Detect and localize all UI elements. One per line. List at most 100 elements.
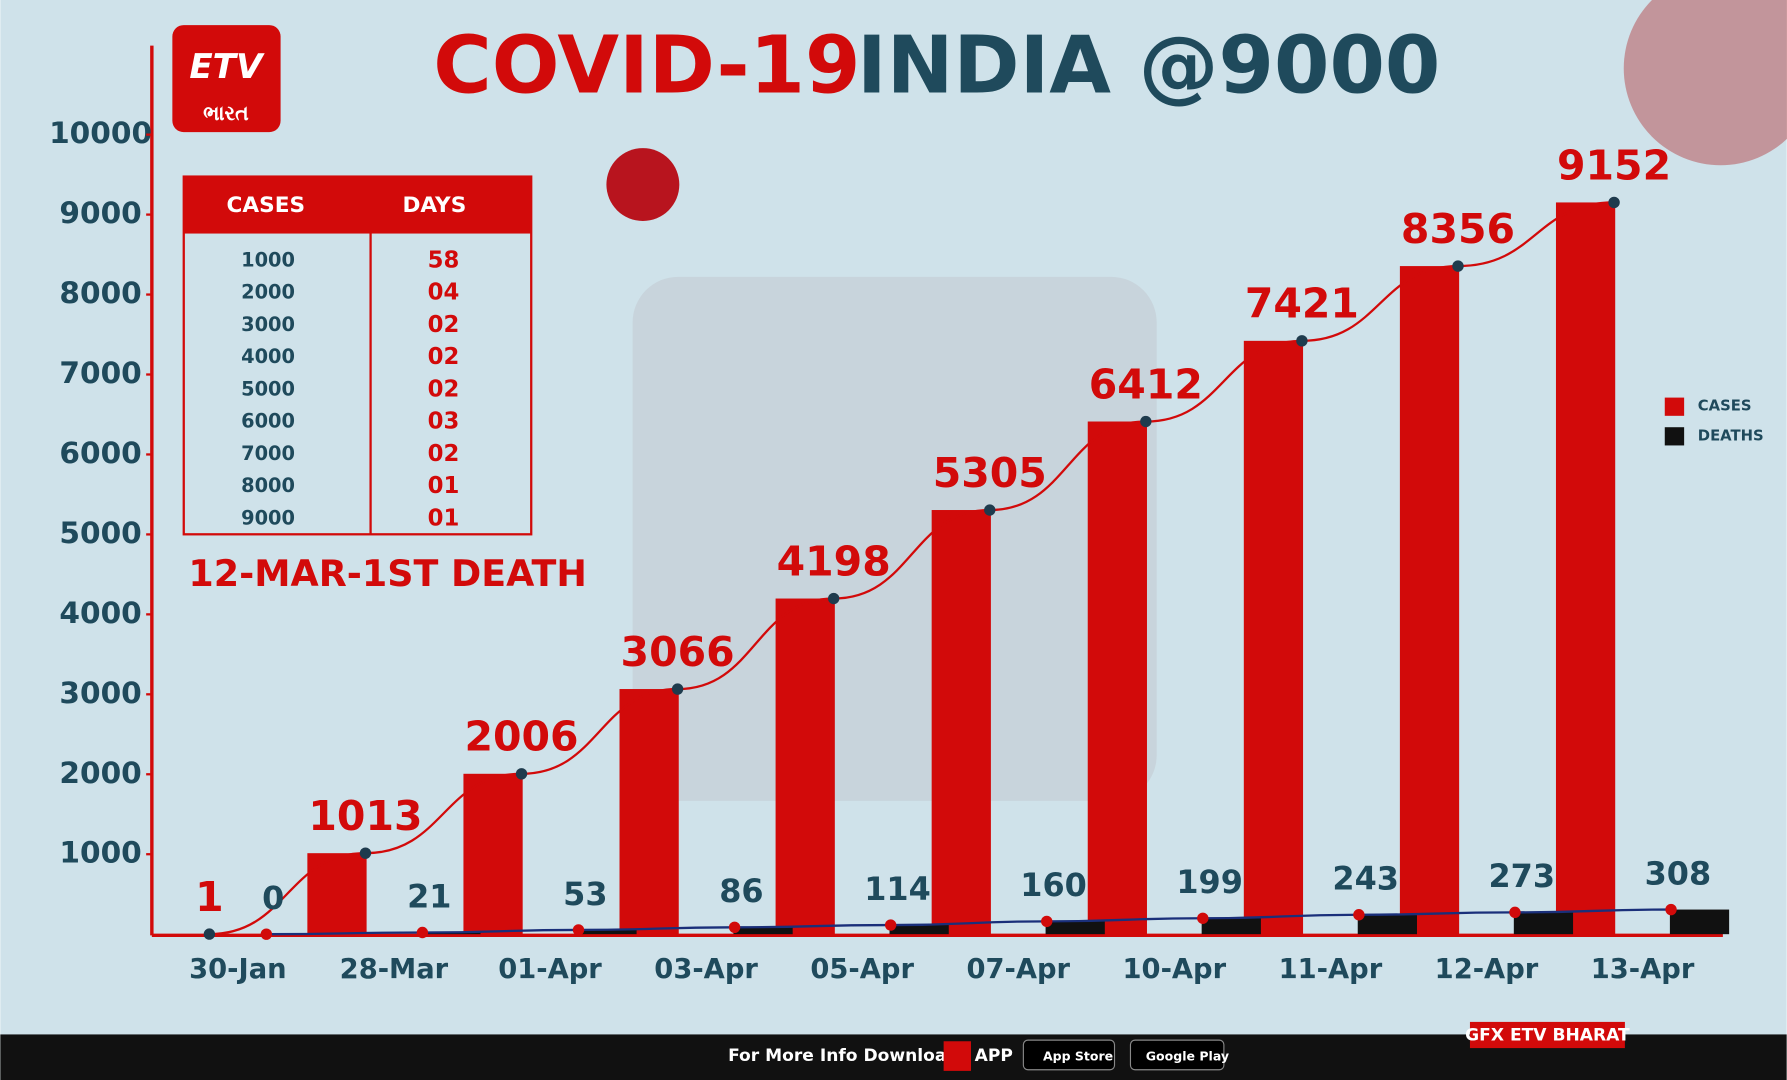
x-tick-label: 07-Apr (966, 954, 1070, 985)
point (260, 928, 273, 940)
logo-script: ભારત (203, 101, 249, 125)
bar (931, 510, 991, 935)
logo-box (172, 25, 281, 133)
point (1197, 912, 1209, 924)
bar (1201, 918, 1261, 935)
value-label: 308 (1645, 854, 1712, 892)
value-label: 7421 (1245, 280, 1359, 328)
point (359, 847, 372, 859)
value-label: 6412 (1089, 360, 1203, 408)
bar (733, 927, 793, 935)
point (984, 504, 996, 516)
table-cell: 2000 (241, 281, 295, 304)
chart-title: COVID-19 (433, 19, 860, 112)
bar (889, 925, 949, 935)
x-tick-label: 05-Apr (810, 954, 914, 985)
y-tick-label: 8000 (59, 276, 141, 310)
bar (1357, 914, 1417, 935)
value-label: 3066 (621, 628, 735, 676)
bar (619, 689, 679, 935)
x-tick-label: 12-Apr (1435, 954, 1539, 985)
x-tick-label: 30-Jan (189, 954, 286, 985)
bar (775, 598, 835, 935)
x-tick-label: 13-Apr (1591, 954, 1695, 985)
point (1608, 196, 1620, 209)
table-cell: 03 (428, 409, 460, 435)
store-badge[interactable] (1022, 1039, 1116, 1071)
table-cell: 6000 (241, 410, 295, 433)
x-tick-label: 11-Apr (1279, 954, 1383, 985)
value-label: 1013 (308, 792, 422, 840)
value-label: 5305 (933, 449, 1047, 497)
y-tick-label: 7000 (59, 356, 141, 390)
table-cell: 4000 (241, 345, 295, 368)
annotation: 12-MAR-1ST DEATH (188, 552, 586, 595)
x-tick-label: 01-Apr (498, 954, 602, 985)
point (728, 921, 741, 933)
value-label: 114 (864, 870, 931, 908)
point (827, 592, 840, 605)
table-cell: 7000 (241, 442, 295, 465)
chart-subtitle: INDIA @9000 (857, 19, 1440, 112)
table-cell: 02 (428, 376, 460, 402)
x-tick-label: 03-Apr (654, 954, 758, 985)
point (1509, 906, 1521, 919)
store-label: Google Play (1146, 1049, 1229, 1064)
table-cell: 9000 (241, 506, 295, 529)
y-tick-label: 2000 (59, 756, 141, 790)
store-badge[interactable] (1129, 1039, 1225, 1071)
x-tick-label: 10-Apr (1123, 954, 1227, 985)
bar (1087, 421, 1147, 935)
point (572, 924, 585, 936)
table-cell: 04 (428, 280, 460, 306)
logo-name: ETV (189, 47, 265, 87)
bar (1669, 909, 1730, 935)
y-tick-label: 4000 (59, 596, 141, 630)
bar (577, 929, 637, 935)
y-tick-label: 3000 (59, 676, 141, 710)
virus-decoration (1623, 0, 1787, 166)
value-label: 8356 (1401, 205, 1515, 253)
point (1353, 909, 1365, 921)
legend-label: CASES (1698, 398, 1752, 415)
table-cell: 58 (428, 247, 460, 273)
footer-app: APP (975, 1046, 1013, 1066)
value-label: 53 (563, 875, 607, 913)
table-border (182, 175, 533, 536)
legend-swatch (1664, 427, 1685, 446)
point (1452, 260, 1464, 272)
table-cell: 02 (428, 441, 460, 467)
value-label: 0 (262, 879, 284, 917)
table-cell: 5000 (241, 377, 295, 400)
table-cell: 02 (428, 312, 460, 338)
table-cell: 01 (428, 505, 460, 531)
y-tick-label: 6000 (59, 436, 141, 470)
credit-box (1469, 1021, 1625, 1049)
point (416, 926, 429, 939)
point (1296, 335, 1308, 347)
bar (1399, 266, 1460, 935)
value-label: 21 (407, 877, 451, 915)
y-tick-label: 10000 (49, 116, 152, 150)
footer-logo (943, 1041, 971, 1071)
bar (307, 853, 367, 935)
table-cell: 3000 (241, 313, 295, 336)
table-cell: 01 (428, 473, 460, 499)
store-label: App Store (1043, 1049, 1113, 1064)
bar (463, 773, 523, 935)
table-cell: 1000 (241, 248, 295, 271)
value-label: 199 (1176, 863, 1243, 901)
trend-line (266, 908, 1672, 936)
value-label: 160 (1020, 866, 1087, 904)
table-cell: 8000 (241, 474, 295, 497)
point (1140, 415, 1152, 428)
value-label: 243 (1332, 860, 1399, 898)
bar (1243, 340, 1304, 935)
value-label: 4198 (777, 537, 891, 585)
virus-icon (606, 148, 680, 222)
point (515, 768, 528, 780)
value-label: 1 (195, 873, 224, 921)
watermark (632, 276, 1157, 801)
y-tick-label: 5000 (59, 516, 141, 550)
